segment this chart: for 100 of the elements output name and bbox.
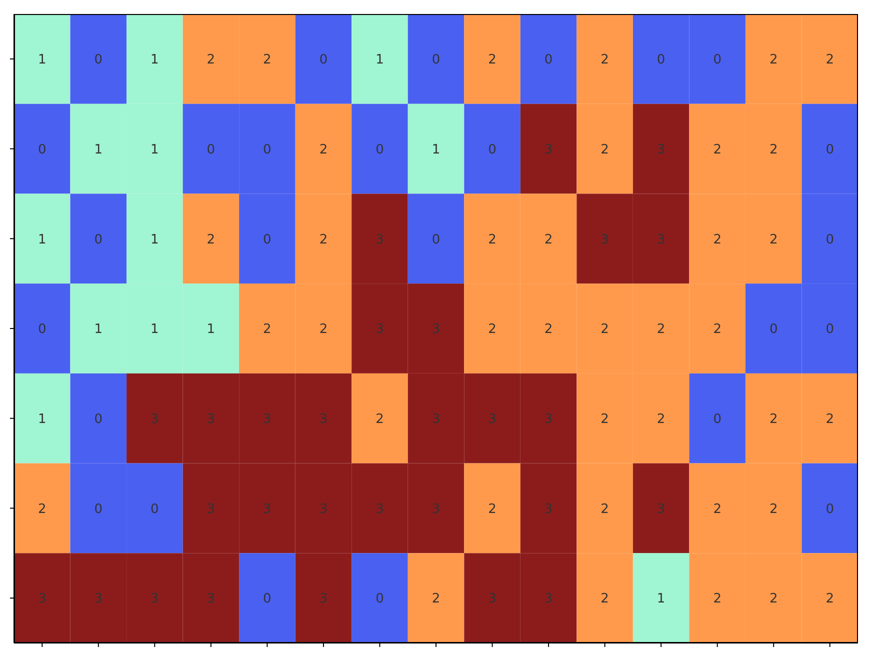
data-label: 2	[826, 412, 834, 427]
data-label: 0	[826, 232, 834, 248]
data-label: 2	[263, 52, 272, 68]
data-label: 3	[376, 502, 384, 517]
data-label: 2	[826, 592, 834, 607]
data-label: 2	[769, 142, 778, 158]
data-label: 1	[656, 592, 666, 607]
data-label: 2	[432, 592, 440, 607]
data-label: 2	[713, 502, 722, 517]
data-label: 1	[38, 52, 46, 68]
data-label: 0	[376, 592, 384, 607]
data-label: 0	[150, 502, 159, 517]
data-label: 3	[376, 322, 384, 338]
data-label: 3	[544, 502, 553, 517]
data-label: 3	[488, 592, 496, 607]
data-label: 0	[376, 142, 384, 158]
data-label: 0	[826, 322, 834, 338]
data-label: 3	[544, 142, 553, 158]
data-label: 2	[206, 232, 216, 248]
data-label: 1	[94, 142, 103, 158]
data-label: 2	[713, 142, 722, 158]
data-label: 3	[263, 502, 272, 517]
data-label: 2	[488, 52, 496, 68]
data-label: 0	[263, 142, 272, 158]
data-label: 2	[544, 232, 553, 248]
data-label: 2	[319, 142, 328, 158]
data-label: 1	[376, 52, 384, 68]
data-label: 0	[826, 142, 834, 158]
data-label: 2	[263, 322, 272, 338]
data-label: 3	[319, 502, 328, 517]
data-label: 0	[432, 52, 440, 68]
data-label: 0	[488, 142, 496, 158]
data-label: 2	[600, 412, 609, 427]
data-label: 2	[713, 232, 722, 248]
data-label: 3	[544, 412, 553, 427]
data-label: 0	[94, 52, 103, 68]
data-label: 0	[432, 232, 440, 248]
data-label: 2	[319, 322, 328, 338]
data-label: 0	[38, 142, 46, 158]
data-label: 1	[94, 322, 103, 338]
data-label: 3	[544, 592, 553, 607]
data-label: 2	[769, 592, 778, 607]
data-label: 2	[656, 322, 666, 338]
data-label: 3	[488, 412, 496, 427]
data-label: 3	[206, 412, 216, 427]
data-label: 3	[206, 592, 216, 607]
data-label: 2	[600, 142, 609, 158]
data-label: 3	[150, 592, 159, 607]
data-label: 0	[94, 502, 103, 517]
data-label: 2	[713, 322, 722, 338]
data-label: 0	[656, 52, 666, 68]
data-label: 3	[656, 502, 666, 517]
data-label: 3	[38, 592, 46, 607]
data-label: 0	[263, 232, 272, 248]
data-label: 1	[150, 142, 159, 158]
data-label: 2	[206, 52, 216, 68]
data-label: 2	[376, 412, 384, 427]
data-label: 1	[206, 322, 216, 338]
data-label: 0	[769, 322, 778, 338]
data-label: 0	[319, 52, 328, 68]
data-label: 0	[94, 232, 103, 248]
data-label: 2	[319, 232, 328, 248]
data-label: 2	[488, 232, 496, 248]
data-label: 3	[600, 232, 609, 248]
data-label: 3	[263, 412, 272, 427]
data-label: 3	[319, 412, 328, 427]
data-label: 0	[713, 52, 722, 68]
data-label: 2	[544, 322, 553, 338]
data-label: 1	[432, 142, 440, 158]
data-label: 2	[826, 52, 834, 68]
data-label: 3	[432, 502, 440, 517]
data-label: 2	[713, 592, 722, 607]
data-label: 0	[263, 592, 272, 607]
data-label: 0	[826, 502, 834, 517]
data-label: 3	[206, 502, 216, 517]
data-label: 3	[656, 142, 666, 158]
data-label: 2	[488, 502, 496, 517]
data-label: 2	[769, 52, 778, 68]
data-label: 2	[600, 52, 609, 68]
data-label: 1	[38, 232, 46, 248]
data-label: 2	[769, 232, 778, 248]
data-label: 1	[150, 232, 159, 248]
data-label: 3	[376, 232, 384, 248]
data-label: 2	[600, 322, 609, 338]
data-label: 2	[656, 412, 666, 427]
data-label: 1	[150, 322, 159, 338]
data-label: 0	[94, 412, 103, 427]
data-label: 3	[150, 412, 159, 427]
data-label: 3	[432, 412, 440, 427]
data-label: 0	[713, 412, 722, 427]
data-label: 2	[600, 592, 609, 607]
data-label: 3	[94, 592, 103, 607]
data-label: 2	[38, 502, 46, 517]
data-label: 2	[488, 322, 496, 338]
data-label: 1	[150, 52, 159, 68]
data-label: 3	[656, 232, 666, 248]
data-label: 0	[206, 142, 216, 158]
data-label: 2	[600, 502, 609, 517]
data-label: 3	[319, 592, 328, 607]
data-label: 2	[769, 502, 778, 517]
